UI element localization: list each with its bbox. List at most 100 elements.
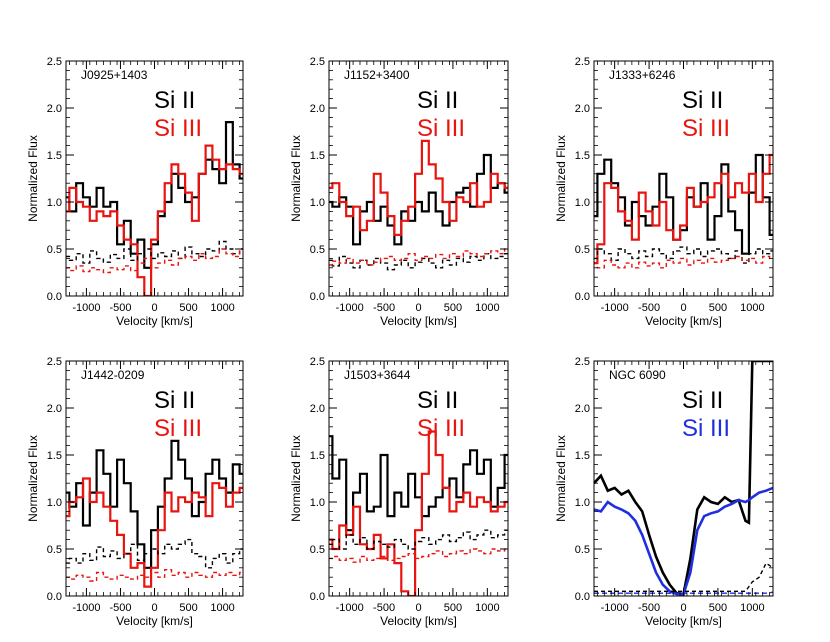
panel-1: -1000 -500 0 500 1000 0.0 0.5 1.0 1.5 2.0 2.5 Veloc…	[26, 56, 244, 328]
y-tick-label: 0.0	[575, 291, 590, 303]
x-tick-label: 0	[415, 302, 421, 314]
series-line-1	[594, 361, 773, 596]
x-tick-label: 500	[709, 302, 727, 314]
x-tick-label: 500	[444, 602, 462, 614]
x-axis-label: Velocity [km/s]	[380, 614, 457, 628]
x-tick-label: -1000	[336, 602, 364, 614]
y-tick-label: 2.0	[47, 103, 62, 115]
x-axis-label: Velocity [km/s]	[645, 614, 722, 628]
x-tick-label: -1000	[601, 302, 629, 314]
legend-si3: Si III	[154, 115, 202, 142]
legend-si3: Si III	[682, 115, 730, 142]
y-tick-label: 2.5	[47, 56, 62, 68]
x-tick-label: 1000	[210, 602, 234, 614]
legend-si2: Si II	[154, 87, 195, 114]
legend-si2: Si II	[154, 387, 195, 414]
y-axis-label: Normalized Flux	[289, 435, 303, 522]
y-tick-label: 2.0	[575, 103, 590, 115]
y-tick-label: 2.5	[310, 356, 325, 368]
y-tick-label: 0.5	[575, 544, 590, 556]
series-line-2	[66, 477, 243, 588]
y-tick-label: 2.5	[47, 356, 62, 368]
y-tick-label: 2.0	[47, 403, 62, 415]
series-line-3	[329, 529, 508, 550]
legend-si3: Si III	[154, 415, 202, 442]
series-line-2	[66, 144, 243, 296]
x-tick-label: -1000	[601, 602, 629, 614]
x-tick-label: -1000	[72, 302, 100, 314]
panel-title: J1503+3644	[344, 368, 411, 382]
x-tick-label: 1000	[740, 302, 764, 314]
legend-si2: Si II	[417, 87, 458, 114]
y-tick-label: 1.0	[575, 197, 590, 209]
y-axis-label: Normalized Flux	[26, 435, 40, 522]
y-tick-label: 0.0	[575, 591, 590, 603]
legend-si2: Si II	[417, 387, 458, 414]
panel-title: J1152+3400	[344, 68, 410, 82]
x-tick-label: 0	[680, 602, 686, 614]
panel-6: -1000 -500 0 500 1000 0.0 0.5 1.0 1.5 2.0 2.5 Veloc…	[554, 356, 774, 628]
y-tick-label: 0.0	[310, 591, 325, 603]
series-line-1	[329, 435, 508, 532]
panel-title: NGC 6090	[609, 368, 666, 382]
x-tick-label: 1000	[740, 602, 764, 614]
x-tick-label: 1000	[210, 302, 234, 314]
x-tick-label: -500	[638, 602, 660, 614]
y-tick-label: 1.5	[310, 450, 325, 462]
y-tick-label: 2.5	[575, 56, 590, 68]
panel-title: J0925+1403	[81, 68, 148, 82]
panel-5: -1000 -500 0 500 1000 0.0 0.5 1.0 1.5 2.0 2.5 Veloc…	[289, 356, 509, 628]
x-tick-label: -500	[638, 302, 660, 314]
x-tick-label: -1000	[72, 602, 100, 614]
legend-si2: Si II	[682, 87, 723, 114]
series-line-4	[66, 569, 243, 582]
y-tick-label: 1.5	[575, 450, 590, 462]
y-tick-label: 1.5	[47, 150, 62, 162]
legend-si3: Si III	[417, 415, 465, 442]
y-tick-label: 2.0	[310, 103, 325, 115]
y-tick-label: 0.0	[47, 291, 62, 303]
series-group	[329, 139, 508, 271]
series-line-1	[66, 121, 243, 269]
series-line-2	[329, 139, 508, 236]
x-tick-label: 0	[680, 302, 686, 314]
x-tick-label: 0	[151, 602, 157, 614]
x-tick-label: 0	[415, 602, 421, 614]
y-tick-label: 0.0	[47, 591, 62, 603]
series-group	[594, 153, 773, 269]
series-line-3	[329, 253, 508, 271]
series-group	[329, 430, 508, 596]
x-tick-label: 500	[444, 302, 462, 314]
y-tick-label: 0.5	[47, 244, 62, 256]
y-tick-label: 0.5	[47, 544, 62, 556]
x-axis-label: Velocity [km/s]	[116, 614, 193, 628]
x-axis-label: Velocity [km/s]	[380, 314, 457, 328]
y-axis-label: Normalized Flux	[554, 135, 568, 222]
x-tick-label: -500	[373, 602, 395, 614]
series-line-2	[594, 486, 773, 596]
y-tick-label: 1.0	[310, 197, 325, 209]
y-tick-label: 1.0	[310, 497, 325, 509]
panel-2: -1000 -500 0 500 1000 0.0 0.5 1.0 1.5 2.0 2.5 Veloc…	[289, 56, 509, 328]
y-tick-label: 0.5	[575, 244, 590, 256]
series-line-3	[594, 562, 773, 592]
y-tick-label: 0.0	[310, 291, 325, 303]
y-tick-label: 1.0	[47, 197, 62, 209]
y-tick-label: 2.5	[310, 56, 325, 68]
y-tick-label: 1.0	[47, 497, 62, 509]
x-axis-label: Velocity [km/s]	[645, 314, 722, 328]
x-tick-label: 500	[179, 302, 197, 314]
series-group	[66, 121, 243, 296]
x-tick-label: 1000	[475, 302, 499, 314]
panel-title: J1442-0209	[81, 368, 145, 382]
y-tick-label: 1.5	[310, 150, 325, 162]
y-axis-label: Normalized Flux	[554, 435, 568, 522]
panel-3: -1000 -500 0 500 1000 0.0 0.5 1.0 1.5 2.0 2.5 Veloc…	[554, 56, 774, 328]
panel-4: -1000 -500 0 500 1000 0.0 0.5 1.0 1.5 2.0 2.5 Veloc…	[26, 356, 244, 628]
y-tick-label: 2.0	[575, 403, 590, 415]
y-tick-label: 1.0	[575, 497, 590, 509]
x-tick-label: 500	[179, 602, 197, 614]
x-tick-label: -500	[109, 602, 131, 614]
series-line-4	[329, 248, 508, 266]
